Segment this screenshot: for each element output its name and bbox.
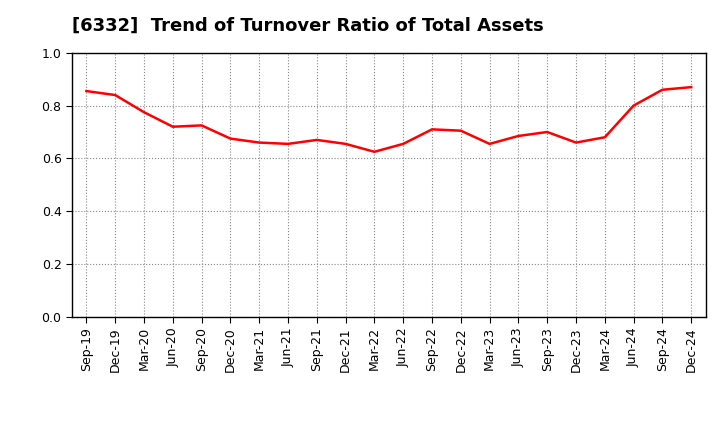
Text: [6332]  Trend of Turnover Ratio of Total Assets: [6332] Trend of Turnover Ratio of Total … [72, 17, 544, 35]
